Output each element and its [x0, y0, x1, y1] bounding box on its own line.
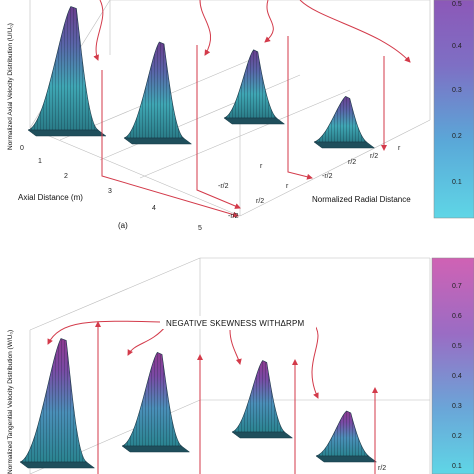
surface-station-1: [123, 41, 193, 145]
guide-arrow-3: [299, 0, 411, 63]
cbar-a-tick-3: 0.3: [452, 87, 462, 94]
surface-base-3: [313, 141, 376, 149]
surface-mesh-2: [224, 49, 277, 118]
guide-arrow-6: [287, 36, 313, 180]
panel-a-x-axis-label: Axial Distance (m): [18, 193, 83, 202]
guide-arrow-1: [127, 325, 167, 356]
guide-arrow-2: [264, 0, 274, 43]
guide-arrow-0: [47, 320, 161, 345]
panel-a-guide-lines: [93, 0, 411, 218]
panel-a-radial-ticks: -r/2 r/2 r -r/2 r/2 r -r/2 r r/2: [218, 145, 401, 220]
panel-a-x-ticks: 0 1 2 3 4 5: [20, 145, 202, 232]
surface-base-1: [123, 137, 193, 145]
cbar-b-tick-7: 0.7: [452, 283, 462, 290]
frame-line-9: [99, 74, 301, 161]
surface-base-2: [223, 117, 286, 125]
surface-base-2: [231, 431, 294, 439]
surface-base-0: [27, 129, 107, 137]
surface-station-0: [19, 338, 96, 469]
cbar-b-tick-6: 0.6: [452, 313, 462, 320]
panel-b-y-axis-label: Normalized Tangential Velocity Distribut…: [7, 330, 14, 474]
cbar-a-tick-4: 0.4: [452, 43, 462, 50]
panel-a-radial-axis-label: Normalized Radial Distance: [312, 195, 411, 204]
surface-station-1: [121, 352, 191, 453]
cbar-b-tick-5: 0.5: [452, 343, 462, 350]
cbar-b-tick-4: 0.4: [452, 373, 462, 380]
panel-a-axes-box: [29, 0, 431, 217]
surface-station-3: [313, 96, 376, 149]
cbar-a-tick-2: 0.2: [452, 133, 462, 140]
x-tick-0: 0: [20, 145, 24, 152]
frame-line-3: [239, 119, 431, 217]
radial-tick-5: r/2: [348, 159, 356, 166]
surface-mesh-3: [316, 411, 369, 456]
surface-mesh-1: [122, 352, 182, 446]
cbar-a-tick-5: 0.5: [452, 1, 462, 8]
panel-b-radial-tick: r/2: [378, 465, 386, 472]
radial-tick-1: -r/2: [228, 213, 239, 220]
surface-station-0: [27, 6, 107, 137]
radial-tick-4: -r/2: [322, 173, 333, 180]
frame-line-0: [29, 257, 201, 331]
guide-arrow-0: [93, 0, 104, 61]
x-tick-4: 4: [152, 205, 156, 212]
panel-b-surface: [19, 338, 378, 469]
x-tick-1: 1: [38, 158, 42, 165]
frame-line-10: [139, 89, 351, 179]
surface-station-2: [231, 360, 294, 439]
panel-b-colorbar: [431, 257, 474, 474]
x-tick-3: 3: [108, 188, 112, 195]
guide-arrow-5: [196, 45, 241, 209]
x-tick-5: 5: [198, 225, 202, 232]
guide-arrow-1: [199, 0, 211, 56]
surface-mesh-2: [232, 360, 285, 432]
panel-a-surface: [27, 6, 376, 149]
negative-skewness-annotation: NEGATIVE SKEWNESS WITHΔRPM: [166, 319, 305, 328]
panel-a-colorbar: [433, 0, 474, 219]
surface-mesh-3: [314, 96, 367, 142]
cbar-a-tick-1: 0.1: [452, 179, 462, 186]
surface-mesh-1: [124, 42, 184, 138]
frame-line-2: [29, 127, 241, 217]
radial-tick-3: r: [286, 183, 289, 190]
guide-arrow-3: [311, 321, 319, 399]
panel-b-colorbar-ticks: 0.1 0.2 0.3 0.4 0.5 0.6 0.7: [452, 283, 462, 470]
radial-tick-2: r/2: [256, 198, 264, 205]
surface-station-2: [223, 49, 286, 125]
surface-base-3: [315, 455, 378, 463]
guide-arrow-2: [229, 329, 242, 365]
surface-base-0: [19, 461, 96, 469]
cbar-b-tick-1: 0.1: [452, 463, 462, 470]
panel-b-axes-box: [29, 257, 431, 474]
annotation-bg: [160, 316, 316, 329]
panel-b-guide-lines: [47, 320, 378, 474]
surface-base-1: [121, 445, 191, 453]
surface-station-3: [315, 410, 378, 463]
surface-mesh-0: [28, 6, 98, 130]
guide-arrow-4: [101, 70, 239, 218]
panel-a-label: (a): [118, 221, 128, 230]
panel-a-colorbar-ticks: 0.1 0.2 0.3 0.4 0.5: [452, 1, 462, 186]
radial-tick-8: r: [260, 163, 263, 170]
radial-tick-6: r: [398, 145, 401, 152]
radial-tick-7: -r/2: [218, 183, 229, 190]
radial-tick-9: r/2: [370, 153, 378, 160]
surface-mesh-0: [20, 338, 87, 462]
cbar-b-tick-3: 0.3: [452, 403, 462, 410]
panel-a-y-axis-label: Normalized Axial Velocity Distribution (…: [7, 23, 14, 150]
cbar-b-tick-2: 0.2: [452, 433, 462, 440]
x-tick-2: 2: [64, 173, 68, 180]
